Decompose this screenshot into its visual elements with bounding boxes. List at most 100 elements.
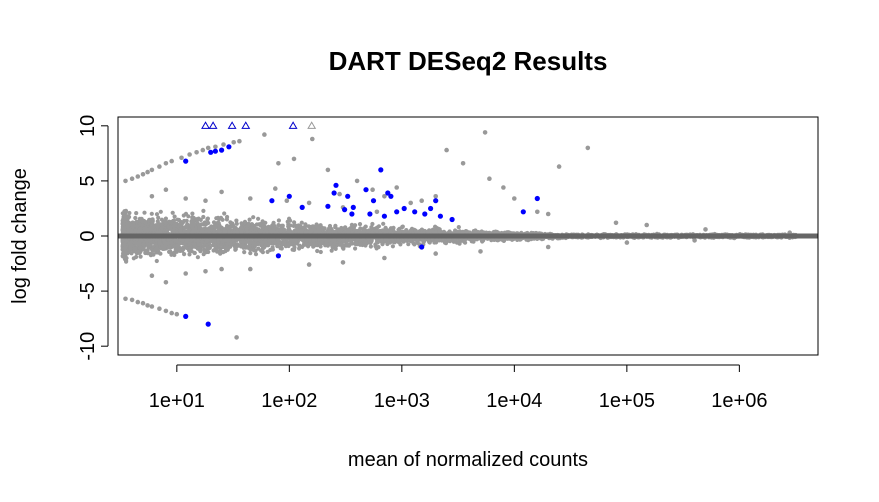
gene-point	[340, 245, 345, 250]
gene-point	[252, 248, 257, 253]
gene-point	[455, 230, 460, 235]
gene-point	[183, 211, 189, 216]
gene-point	[260, 250, 265, 255]
gene-point	[249, 227, 254, 232]
gene-point	[280, 223, 285, 228]
gene-point	[300, 244, 305, 249]
gene-point	[293, 241, 298, 246]
gene-point	[180, 248, 185, 253]
gene-point	[278, 245, 283, 250]
gene-point	[151, 252, 156, 257]
gene-point	[127, 250, 133, 255]
gene-point	[142, 218, 147, 224]
gene-point	[308, 229, 313, 234]
gene-point	[298, 224, 303, 229]
gene-point	[219, 242, 225, 247]
gene-point	[155, 247, 160, 252]
gene-point	[188, 245, 193, 250]
gene-point	[361, 226, 367, 231]
gene-point	[143, 249, 148, 254]
gene-point	[258, 222, 263, 227]
gene-point	[247, 243, 252, 248]
gene-point	[443, 241, 449, 246]
gene-point	[254, 237, 259, 243]
gene-point	[388, 229, 393, 234]
gene-point	[142, 210, 147, 215]
gene-point	[427, 240, 432, 245]
gene-point	[395, 239, 400, 244]
gene-point	[190, 215, 195, 220]
gene-point	[170, 210, 175, 215]
gene-point	[196, 242, 201, 247]
gene-point	[122, 242, 127, 247]
gene-point	[189, 237, 194, 243]
gene-point	[246, 221, 251, 226]
gene-point	[381, 221, 386, 226]
gene-point	[267, 225, 272, 230]
gene-point	[306, 224, 311, 229]
gene-point	[180, 220, 185, 225]
gene-point	[177, 223, 183, 228]
gene-point	[134, 224, 139, 229]
gene-point	[299, 220, 304, 225]
x-axis-label: mean of normalized counts	[348, 449, 588, 471]
gene-point	[234, 221, 239, 226]
gene-point	[174, 243, 179, 248]
gene-point	[286, 224, 291, 229]
gene-point	[390, 244, 395, 249]
gene-point	[406, 242, 411, 247]
gene-point	[253, 243, 258, 248]
gene-point	[313, 229, 318, 234]
y-axis-label: log fold change	[9, 168, 31, 304]
gene-point	[332, 237, 337, 242]
gene-point	[370, 221, 375, 227]
gene-point	[159, 225, 165, 230]
gene-point	[282, 240, 287, 245]
gene-point	[144, 239, 149, 244]
gene-point	[357, 222, 363, 227]
gene-point	[375, 239, 380, 244]
gene-point	[153, 242, 158, 247]
gene-point	[132, 246, 137, 251]
gene-point	[240, 244, 245, 249]
gene-point	[126, 222, 131, 227]
gene-point	[346, 228, 351, 233]
gene-point	[211, 239, 216, 244]
gene-point	[233, 245, 238, 250]
gene-point	[128, 228, 133, 233]
gene-point	[134, 211, 139, 216]
gene-point	[333, 225, 338, 230]
gene-point	[127, 210, 132, 216]
gene-point	[138, 229, 143, 234]
gene-point	[353, 246, 358, 251]
gene-point	[221, 250, 226, 255]
chart-title: DART DESeq2 Results	[329, 46, 608, 76]
gene-point	[373, 244, 378, 249]
gene-point	[199, 222, 204, 227]
gene-point	[215, 249, 220, 254]
gene-point	[330, 244, 335, 249]
gene-point	[154, 258, 159, 264]
gene-point	[122, 246, 128, 251]
gene-point	[348, 238, 354, 243]
gene-point	[304, 238, 309, 243]
gene-point	[276, 223, 281, 228]
gene-point	[121, 228, 126, 233]
gene-point	[311, 244, 316, 249]
gene-point	[276, 218, 281, 223]
gene-point	[122, 252, 127, 257]
gene-point	[464, 229, 469, 234]
gene-point	[158, 209, 163, 214]
gene-point	[278, 228, 283, 233]
gene-point	[218, 215, 224, 220]
gene-point	[265, 249, 270, 254]
gene-point	[432, 240, 437, 245]
gene-point	[209, 227, 214, 232]
gene-point	[145, 227, 150, 232]
gene-point	[202, 249, 207, 254]
gene-point	[231, 238, 236, 243]
gene-point	[195, 255, 200, 260]
gene-point	[195, 217, 200, 223]
gene-point	[275, 238, 280, 243]
